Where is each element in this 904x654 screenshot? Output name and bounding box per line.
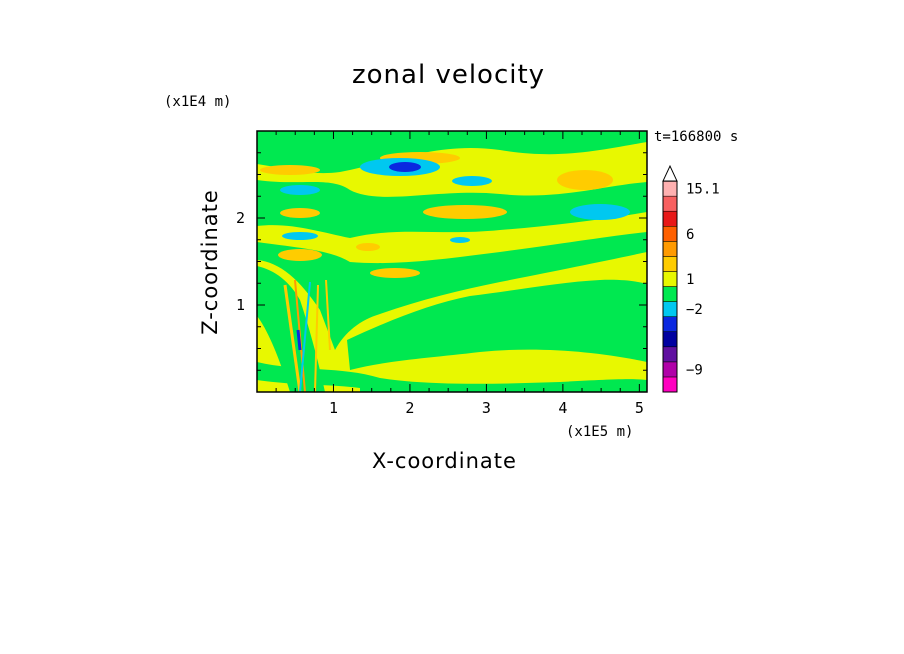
colorbar-top-arrow [662,164,678,182]
colorbar-cell [662,286,678,302]
colorbar-cell [662,316,678,332]
colorbar-cell [662,361,678,378]
lens-cyan-4 [570,204,630,220]
lens-orange-1 [260,165,320,175]
x-tick-label: 5 [635,399,644,417]
colorbar-cell [662,180,678,197]
x-tick-label: 1 [329,399,338,417]
lens-orange-7 [278,249,322,261]
plume-streak-4 [314,284,319,392]
field-green-mid2 [257,232,647,350]
colorbar-tick-label: 15.1 [686,182,720,198]
lens-cyan-3 [452,176,492,186]
colorbar-tick-label: 6 [686,227,694,243]
colorbar-cell [662,331,678,348]
lens-orange-4 [423,205,507,219]
lens-orange-5 [280,208,320,218]
lens-orange-6 [370,268,420,278]
y-tick-label: 2 [236,209,245,227]
contour-field [257,131,647,392]
lens-cyan-6 [450,237,470,243]
lens-orange-8 [356,243,380,251]
plume-streak-5 [296,329,302,351]
colorbar-cell [662,195,678,212]
colorbar-cell [662,301,678,317]
colorbar-cell [662,256,678,272]
x-axis-label: X-coordinate [372,449,517,473]
x-axis-unit: (x1E5 m) [566,424,634,440]
field-green-bottom [257,362,647,392]
plume-streak-1 [283,284,302,392]
colorbar-tick-label: −2 [686,302,703,318]
x-ticks: 1 2 3 4 5 [275,131,644,417]
x-tick-label: 3 [482,399,491,417]
colorbar-cell [662,226,678,242]
colorbar-cell [662,241,678,257]
colorbar-cell [662,210,678,227]
colorbar-cell [662,346,678,363]
lens-cyan-2 [280,185,320,195]
lens-cyan-5 [282,232,318,240]
colorbar: 15.1 6 1 −2 −9 [662,164,720,393]
field-green-lower [347,279,647,370]
lens-orange-3 [557,170,613,190]
time-stamp: t=166800 s [654,129,739,145]
colorbar-tick-label: −9 [686,362,703,378]
x-tick-label: 4 [558,399,567,417]
colorbar-tick-label: 1 [686,272,694,288]
y-axis-unit: (x1E4 m) [164,94,232,110]
x-tick-label: 2 [405,399,414,417]
core-blue [389,162,421,172]
colorbar-cell [662,271,678,287]
chart-title: zonal velocity [352,60,546,90]
plume-streak-3 [299,281,311,392]
plume-streak-6 [325,279,331,351]
y-ticks: 12 [236,152,647,371]
y-tick-label: 1 [236,296,245,314]
colorbar-frame [662,180,678,393]
colorbar-cell [662,376,678,393]
field-green-upper [257,131,647,174]
